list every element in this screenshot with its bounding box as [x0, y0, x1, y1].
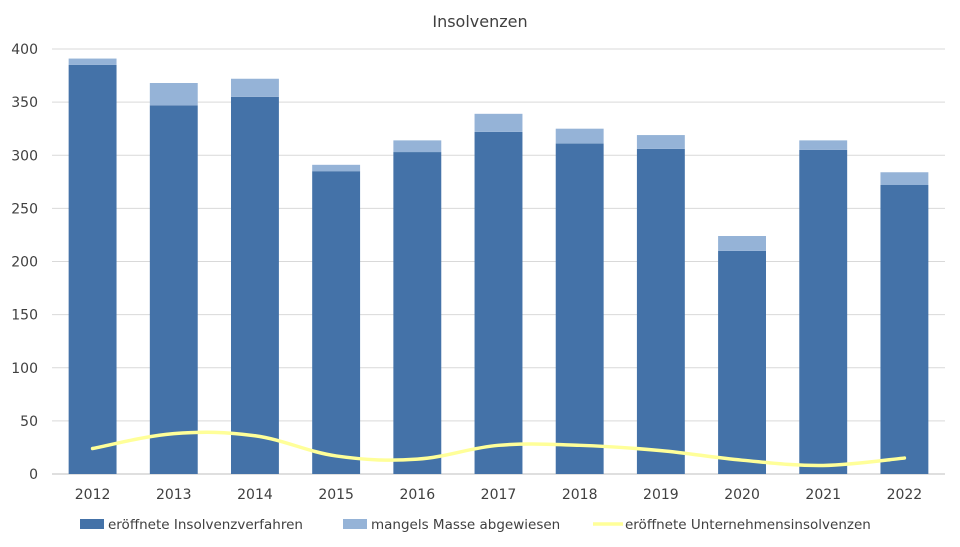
bar-mangels-masse-abgewiesen	[799, 140, 848, 150]
bar-mangels-masse-abgewiesen	[231, 78, 279, 97]
y-tick-label: 150	[11, 308, 38, 324]
y-tick-label: 50	[20, 414, 38, 430]
bar-mangels-masse-abgewiesen	[474, 113, 523, 132]
x-tick-label: 2013	[156, 487, 192, 503]
y-tick-label: 0	[29, 467, 38, 483]
bar-eroeffnete-insolvenzverfahren	[149, 105, 198, 474]
bar-mangels-masse-abgewiesen	[636, 135, 685, 149]
x-tick-label: 2017	[481, 487, 517, 503]
legend: eröffnete Insolvenzverfahren mangels Mass…	[80, 517, 871, 533]
bar-eroeffnete-insolvenzverfahren	[636, 148, 685, 474]
bar-mangels-masse-abgewiesen	[312, 164, 361, 172]
x-tick-label: 2019	[643, 487, 679, 503]
line-series	[90, 430, 907, 468]
y-tick-label: 350	[11, 95, 38, 111]
bar-eroeffnete-insolvenzverfahren	[312, 171, 361, 474]
bar-mangels-masse-abgewiesen	[718, 236, 766, 251]
y-tick-label: 400	[11, 42, 38, 58]
bar-eroeffnete-insolvenzverfahren	[718, 250, 766, 474]
x-tick-label: 2015	[318, 487, 354, 503]
x-tick-label: 2020	[724, 487, 760, 503]
bar-mangels-masse-abgewiesen	[68, 58, 117, 65]
bar-eroeffnete-insolvenzverfahren	[68, 64, 117, 474]
y-tick-label: 200	[11, 255, 38, 271]
x-axis: 2012 2013 2014 2015 2016 2017 2018 2019 2020 2021…	[75, 487, 922, 503]
chart-title: Insolvenzen	[432, 12, 527, 31]
legend-swatch	[80, 519, 104, 529]
x-tick-label: 2018	[562, 487, 598, 503]
bar-mangels-masse-abgewiesen	[880, 172, 929, 185]
legend-label: eröffnete Unternehmensinsolvenzen	[625, 517, 871, 533]
bar-eroeffnete-insolvenzverfahren	[555, 143, 604, 474]
legend-label: eröffnete Insolvenzverfahren	[108, 517, 303, 533]
x-tick-label: 2016	[399, 487, 435, 503]
x-tick-label: 2014	[237, 487, 273, 503]
bar-eroeffnete-insolvenzverfahren	[799, 149, 848, 474]
bar-mangels-masse-abgewiesen	[393, 140, 442, 153]
bar-mangels-masse-abgewiesen	[555, 128, 604, 144]
x-tick-label: 2021	[805, 487, 841, 503]
bars	[68, 58, 929, 474]
bar-eroeffnete-insolvenzverfahren	[231, 96, 279, 474]
x-tick-label: 2012	[75, 487, 111, 503]
x-tick-label: 2022	[887, 487, 923, 503]
y-tick-label: 300	[11, 148, 38, 164]
bar-eroeffnete-insolvenzverfahren	[880, 185, 929, 474]
y-axis: 0 50 100 150 200 250 300 350 400	[11, 42, 38, 483]
bar-eroeffnete-insolvenzverfahren	[393, 152, 442, 474]
y-tick-label: 100	[11, 361, 38, 377]
bar-mangels-masse-abgewiesen	[149, 83, 198, 106]
y-tick-label: 250	[11, 201, 38, 217]
legend-label: mangels Masse abgewiesen	[371, 517, 560, 533]
legend-swatch	[343, 519, 367, 529]
bar-eroeffnete-insolvenzverfahren	[474, 131, 523, 474]
